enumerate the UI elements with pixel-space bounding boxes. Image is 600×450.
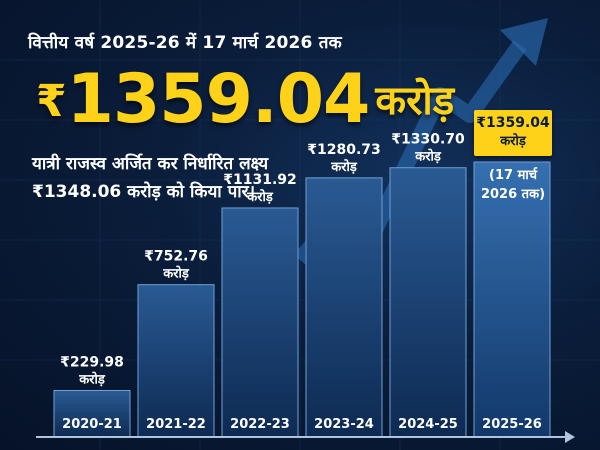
value-label-2022-23: ₹1131.92 <box>223 172 297 188</box>
category-label-2025-26: 2025-26 <box>482 417 542 432</box>
bar-2023-24 <box>305 177 383 438</box>
current-value-unit: करोड़ <box>500 134 526 149</box>
value-label-2023-24: ₹1280.73 <box>307 142 381 158</box>
current-value: ₹1359.04 <box>476 115 550 131</box>
bar-2022-23 <box>221 207 299 438</box>
header-text: वित्तीय वर्ष 2025-26 में 17 मार्च 2026 त… <box>28 33 342 53</box>
highlight-unit: करोड़ <box>375 78 455 124</box>
highlight-amount: ₹1359.04 करोड़ <box>36 66 454 134</box>
bar-2024-25 <box>389 167 467 438</box>
description: यात्री राजस्व अर्जित कर निर्धारित लक्ष्य… <box>32 150 362 206</box>
bar-2020-21 <box>53 389 131 438</box>
x-axis-arrow <box>565 431 575 443</box>
value-label-2020-21: ₹229.98 <box>60 354 124 370</box>
bar-2025-26 <box>473 161 551 438</box>
current-note-line-1: (17 मार्च <box>489 168 537 183</box>
description-line-1: यात्री राजस्व अर्जित कर निर्धारित लक्ष्य <box>32 154 269 174</box>
category-label-2020-21: 2020-21 <box>62 417 122 432</box>
bar-2021-22 <box>137 284 215 438</box>
category-label-2022-23: 2022-23 <box>230 417 290 432</box>
unit-label-2024-25: करोड़ <box>414 149 442 165</box>
highlight-number: 1359.04 <box>66 60 371 139</box>
current-date-note: (17 मार्च 2026 तक) <box>478 166 548 204</box>
unit-label-2023-24: करोड़ <box>330 159 358 175</box>
unit-label-2021-22: करोड़ <box>162 266 190 282</box>
description-line-2: ₹1348.06 करोड़ को किया पार। <box>32 182 256 202</box>
rupee-symbol: ₹ <box>36 76 67 127</box>
category-label-2024-25: 2024-25 <box>398 417 458 432</box>
category-label-2023-24: 2023-24 <box>314 417 374 432</box>
category-label-2021-22: 2021-22 <box>146 417 206 432</box>
unit-label-2020-21: करोड़ <box>78 371 106 387</box>
current-value-badge: ₹1359.04 करोड़ <box>474 110 552 156</box>
current-note-line-2: 2026 तक) <box>480 187 546 202</box>
value-label-2024-25: ₹1330.70 <box>391 132 465 148</box>
trend-arrow-head <box>500 18 548 66</box>
unit-label-2022-23: करोड़ <box>246 189 274 205</box>
value-label-2021-22: ₹752.76 <box>144 249 208 265</box>
